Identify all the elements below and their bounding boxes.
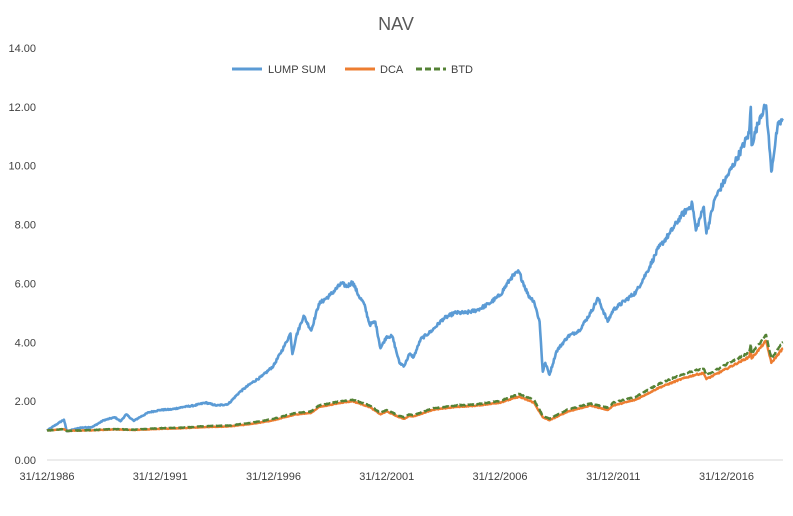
- x-axis: 31/12/1986 31/12/1991 31/12/1996 31/12/2001…: [19, 471, 754, 483]
- legend-label-dca: DCA: [380, 64, 404, 76]
- legend-label-btd: BTD: [451, 64, 473, 76]
- y-tick-label: 4.00: [15, 337, 36, 349]
- y-tick-label: 6.00: [15, 278, 36, 290]
- y-tick-label: 2.00: [15, 396, 36, 408]
- x-tick-label: 31/12/1991: [133, 471, 188, 483]
- x-tick-label: 31/12/2006: [472, 471, 527, 483]
- y-tick-label: 10.00: [8, 161, 36, 173]
- y-tick-label: 0.00: [15, 455, 36, 467]
- chart-title: NAV: [378, 14, 414, 34]
- y-tick-label: 8.00: [15, 220, 36, 232]
- x-tick-label: 31/12/2001: [359, 471, 414, 483]
- plot-area: [46, 103, 784, 433]
- legend-label-lump-sum: LUMP SUM: [268, 64, 326, 76]
- series-line-lump-sum: [46, 103, 784, 433]
- y-axis: 0.00 2.00 4.00 6.00 8.00 10.00 12.00 14.00: [8, 43, 36, 467]
- x-tick-label: 31/12/1986: [19, 471, 74, 483]
- x-tick-label: 31/12/2011: [586, 471, 640, 483]
- legend-item-btd: BTD: [416, 64, 473, 76]
- series-line-btd: [46, 333, 784, 433]
- x-tick-label: 31/12/1996: [246, 471, 301, 483]
- legend-item-lump-sum: LUMP SUM: [232, 64, 326, 76]
- x-tick-label: 31/12/2016: [699, 471, 754, 483]
- legend: LUMP SUM DCA BTD: [232, 64, 473, 76]
- y-tick-label: 12.00: [8, 102, 36, 114]
- legend-item-dca: DCA: [345, 64, 404, 76]
- y-tick-label: 14.00: [8, 43, 36, 55]
